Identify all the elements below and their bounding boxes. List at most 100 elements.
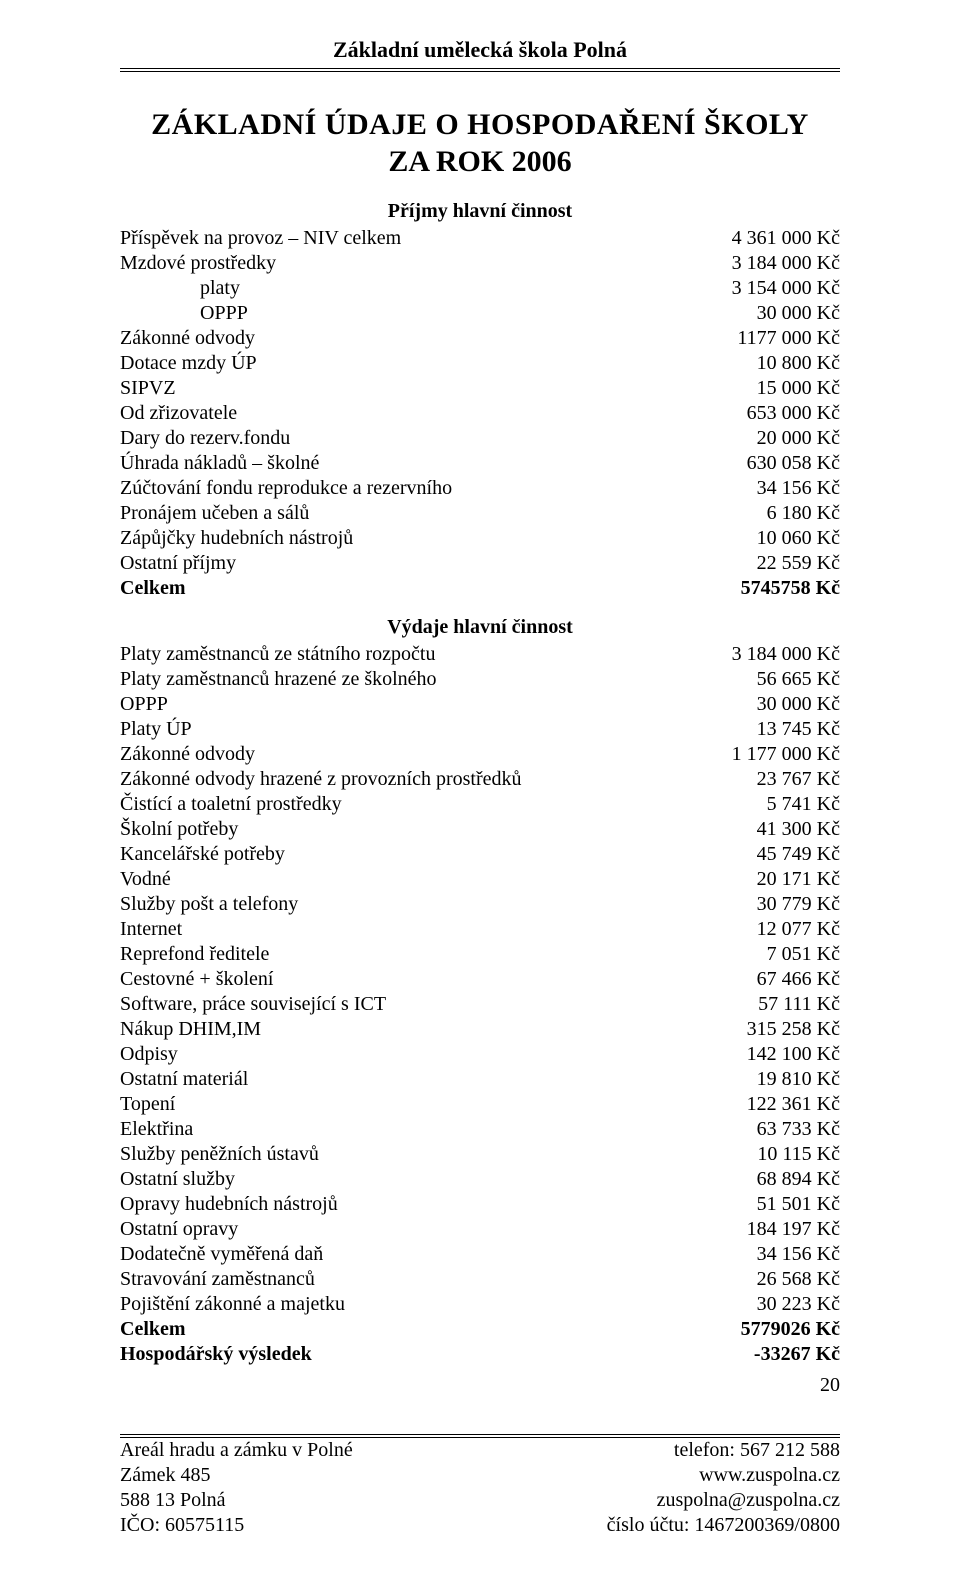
footer-row: 588 13 Polná zuspolna@zuspolna.cz: [120, 1488, 840, 1513]
row-label: Celkem: [120, 576, 186, 601]
table-row: Opravy hudebních nástrojů51 501 Kč: [120, 1192, 840, 1217]
table-row: Elektřina63 733 Kč: [120, 1117, 840, 1142]
row-label: Kancelářské potřeby: [120, 842, 285, 867]
row-label: Cestovné + školení: [120, 967, 274, 992]
row-value: 3 184 000 Kč: [732, 251, 840, 276]
row-label: SIPVZ: [120, 376, 176, 401]
row-label: Vodné: [120, 867, 171, 892]
row-label: Dodatečně vyměřená daň: [120, 1242, 323, 1267]
table-row: platy3 154 000 Kč: [120, 276, 840, 301]
table-row: Zápůjčky hudebních nástrojů10 060 Kč: [120, 526, 840, 551]
row-value: 51 501 Kč: [757, 1192, 840, 1217]
row-value: 30 000 Kč: [757, 692, 840, 717]
table-row: Platy ÚP 13 745 Kč: [120, 717, 840, 742]
table-row: Dary do rezerv.fondu20 000 Kč: [120, 426, 840, 451]
table-row: Celkem 5779026 Kč: [120, 1317, 840, 1342]
row-label: Pojištění zákonné a majetku: [120, 1292, 345, 1317]
row-label: Zákonné odvody: [120, 326, 255, 351]
row-value: 10 115 Kč: [757, 1142, 840, 1167]
row-value: 30 223 Kč: [757, 1292, 840, 1317]
table-row: Pojištění zákonné a majetku 30 223 Kč: [120, 1292, 840, 1317]
row-label: Úhrada nákladů – školné: [120, 451, 319, 476]
income-heading: Příjmy hlavní činnost: [120, 199, 840, 224]
table-row: Hospodářský výsledek-33267 Kč: [120, 1342, 840, 1367]
footer-left: 588 13 Polná: [120, 1488, 226, 1513]
table-row: Platy zaměstnanců hrazené ze školného 56 …: [120, 667, 840, 692]
row-label: Odpisy: [120, 1042, 178, 1067]
row-label: Ostatní opravy: [120, 1217, 238, 1242]
row-value: 68 894 Kč: [757, 1167, 840, 1192]
row-value: 23 767 Kč: [757, 767, 840, 792]
row-value: 653 000 Kč: [747, 401, 840, 426]
row-value: 13 745 Kč: [757, 717, 840, 742]
row-label: Platy zaměstnanců ze státního rozpočtu: [120, 642, 435, 667]
row-label: OPPP: [120, 692, 168, 717]
table-row: Cestovné + školení67 466 Kč: [120, 967, 840, 992]
row-value: 142 100 Kč: [747, 1042, 840, 1067]
table-row: Zákonné odvody1177 000 Kč: [120, 326, 840, 351]
row-value: 26 568 Kč: [757, 1267, 840, 1292]
row-label: OPPP: [120, 301, 248, 326]
footer-row: Zámek 485 www.zuspolna.cz: [120, 1463, 840, 1488]
table-row: OPPP 30 000 Kč: [120, 692, 840, 717]
page-number: 20: [120, 1373, 840, 1398]
table-row: Čistící a toaletní prostředky5 741 Kč: [120, 792, 840, 817]
table-row: Školní potřeby 41 300 Kč: [120, 817, 840, 842]
row-value: 22 559 Kč: [757, 551, 840, 576]
row-label: Ostatní služby: [120, 1167, 235, 1192]
table-row: Celkem5745758 Kč: [120, 576, 840, 601]
table-row: Nákup DHIM,IM315 258 Kč: [120, 1017, 840, 1042]
row-label: Celkem: [120, 1317, 186, 1342]
row-label: Zákonné odvody hrazené z provozních pros…: [120, 767, 522, 792]
row-label: Platy zaměstnanců hrazené ze školného: [120, 667, 437, 692]
row-value: 20 171 Kč: [757, 867, 840, 892]
table-row: Služby peněžních ústavů10 115 Kč: [120, 1142, 840, 1167]
row-value: 19 810 Kč: [757, 1067, 840, 1092]
table-row: Ostatní příjmy 22 559 Kč: [120, 551, 840, 576]
row-label: Platy ÚP: [120, 717, 192, 742]
row-label: Školní potřeby: [120, 817, 238, 842]
table-row: OPPP30 000 Kč: [120, 301, 840, 326]
row-value: 41 300 Kč: [757, 817, 840, 842]
row-value: 34 156 Kč: [757, 1242, 840, 1267]
table-row: Ostatní materiál19 810 Kč: [120, 1067, 840, 1092]
table-row: Služby pošt a telefony30 779 Kč: [120, 892, 840, 917]
expense-heading: Výdaje hlavní činnost: [120, 615, 840, 640]
main-title-line1: ZÁKLADNÍ ÚDAJE O HOSPODAŘENÍ ŠKOLY: [120, 106, 840, 144]
table-row: Pronájem učeben a sálů6 180 Kč: [120, 501, 840, 526]
row-label: Ostatní příjmy: [120, 551, 236, 576]
row-label: Dotace mzdy ÚP: [120, 351, 257, 376]
table-row: Reprefond ředitele7 051 Kč: [120, 942, 840, 967]
table-row: SIPVZ 15 000 Kč: [120, 376, 840, 401]
row-label: Internet: [120, 917, 182, 942]
table-row: Dodatečně vyměřená daň 34 156 Kč: [120, 1242, 840, 1267]
row-value: 57 111 Kč: [758, 992, 840, 1017]
table-row: Platy zaměstnanců ze státního rozpočtu3 …: [120, 642, 840, 667]
table-row: Dotace mzdy ÚP10 800 Kč: [120, 351, 840, 376]
row-label: Stravování zaměstnanců: [120, 1267, 315, 1292]
table-row: Úhrada nákladů – školné630 058 Kč: [120, 451, 840, 476]
row-value: 122 361 Kč: [747, 1092, 840, 1117]
row-value: 34 156 Kč: [757, 476, 840, 501]
row-label: Software, práce související s ICT: [120, 992, 386, 1017]
footer-right: zuspolna@zuspolna.cz: [657, 1488, 840, 1513]
row-value: 1 177 000 Kč: [732, 742, 840, 767]
table-row: Kancelářské potřeby45 749 Kč: [120, 842, 840, 867]
row-label: Zápůjčky hudebních nástrojů: [120, 526, 353, 551]
row-label: Pronájem učeben a sálů: [120, 501, 309, 526]
row-label: Služby pošt a telefony: [120, 892, 298, 917]
table-row: Příspěvek na provoz – NIV celkem4 361 00…: [120, 226, 840, 251]
school-name: Základní umělecká škola Polná: [120, 36, 840, 64]
footer-left: Zámek 485: [120, 1463, 211, 1488]
row-value: 5779026 Kč: [741, 1317, 840, 1342]
row-label: Zúčtování fondu reprodukce a rezervního: [120, 476, 452, 501]
table-row: Ostatní služby 68 894 Kč: [120, 1167, 840, 1192]
footer-right: www.zuspolna.cz: [699, 1463, 840, 1488]
row-value: 4 361 000 Kč: [732, 226, 840, 251]
row-value: 56 665 Kč: [757, 667, 840, 692]
table-row: Zúčtování fondu reprodukce a rezervního 3…: [120, 476, 840, 501]
row-label: Mzdové prostředky: [120, 251, 276, 276]
footer-row: Areál hradu a zámku v Polnételefon: 567 …: [120, 1438, 840, 1463]
row-value: 15 000 Kč: [757, 376, 840, 401]
row-label: Dary do rezerv.fondu: [120, 426, 290, 451]
